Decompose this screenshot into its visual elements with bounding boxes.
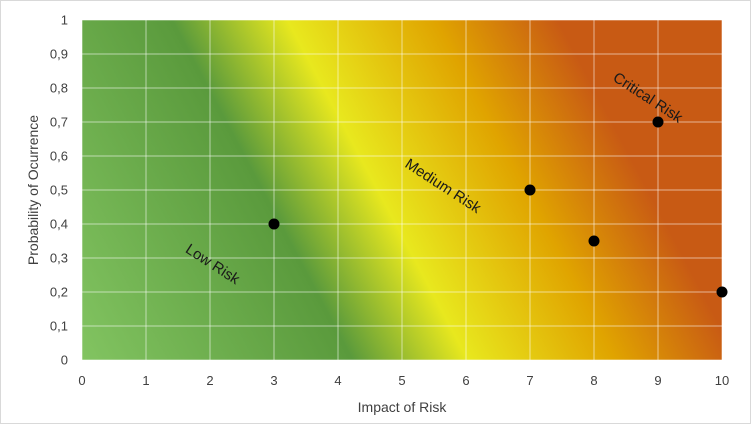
- y-tick-label: 0,6: [50, 149, 68, 164]
- y-tick-label: 0,2: [50, 285, 68, 300]
- data-points: [268, 116, 728, 298]
- data-point: [716, 286, 728, 298]
- y-tick-label: 0,7: [50, 115, 68, 130]
- x-tick-label: 7: [526, 373, 533, 388]
- data-point: [652, 116, 664, 128]
- x-tick-label: 0: [78, 373, 85, 388]
- data-point: [524, 184, 536, 196]
- data-point: [268, 218, 280, 230]
- x-tick-label: 1: [142, 373, 149, 388]
- x-tick-label: 9: [654, 373, 661, 388]
- x-tick-label: 6: [462, 373, 469, 388]
- y-tick-label: 0,4: [50, 217, 68, 232]
- y-tick-label: 0,8: [50, 81, 68, 96]
- gridlines: [81, 19, 723, 361]
- x-axis-title: Impact of Risk: [358, 399, 448, 415]
- y-tick-label: 1: [61, 13, 68, 28]
- y-tick-label: 0,5: [50, 183, 68, 198]
- y-axis-title: Probability of Ocurrence: [25, 115, 41, 265]
- x-tick-label: 3: [270, 373, 277, 388]
- x-tick-label: 10: [715, 373, 729, 388]
- y-tick-label: 0,9: [50, 47, 68, 62]
- x-tick-label: 8: [590, 373, 597, 388]
- y-tick-label: 0: [61, 353, 68, 368]
- y-axis-ticks: 0 0,1 0,2 0,3 0,4 0,5 0,6 0,7 0,8 0,9 1: [50, 13, 68, 368]
- x-tick-label: 5: [398, 373, 405, 388]
- data-point: [588, 235, 600, 247]
- x-tick-label: 4: [334, 373, 341, 388]
- y-tick-label: 0,3: [50, 251, 68, 266]
- x-tick-label: 2: [206, 373, 213, 388]
- y-tick-label: 0,1: [50, 319, 68, 334]
- x-axis-ticks: 0 1 2 3 4 5 6 7 8 9 10: [78, 373, 729, 388]
